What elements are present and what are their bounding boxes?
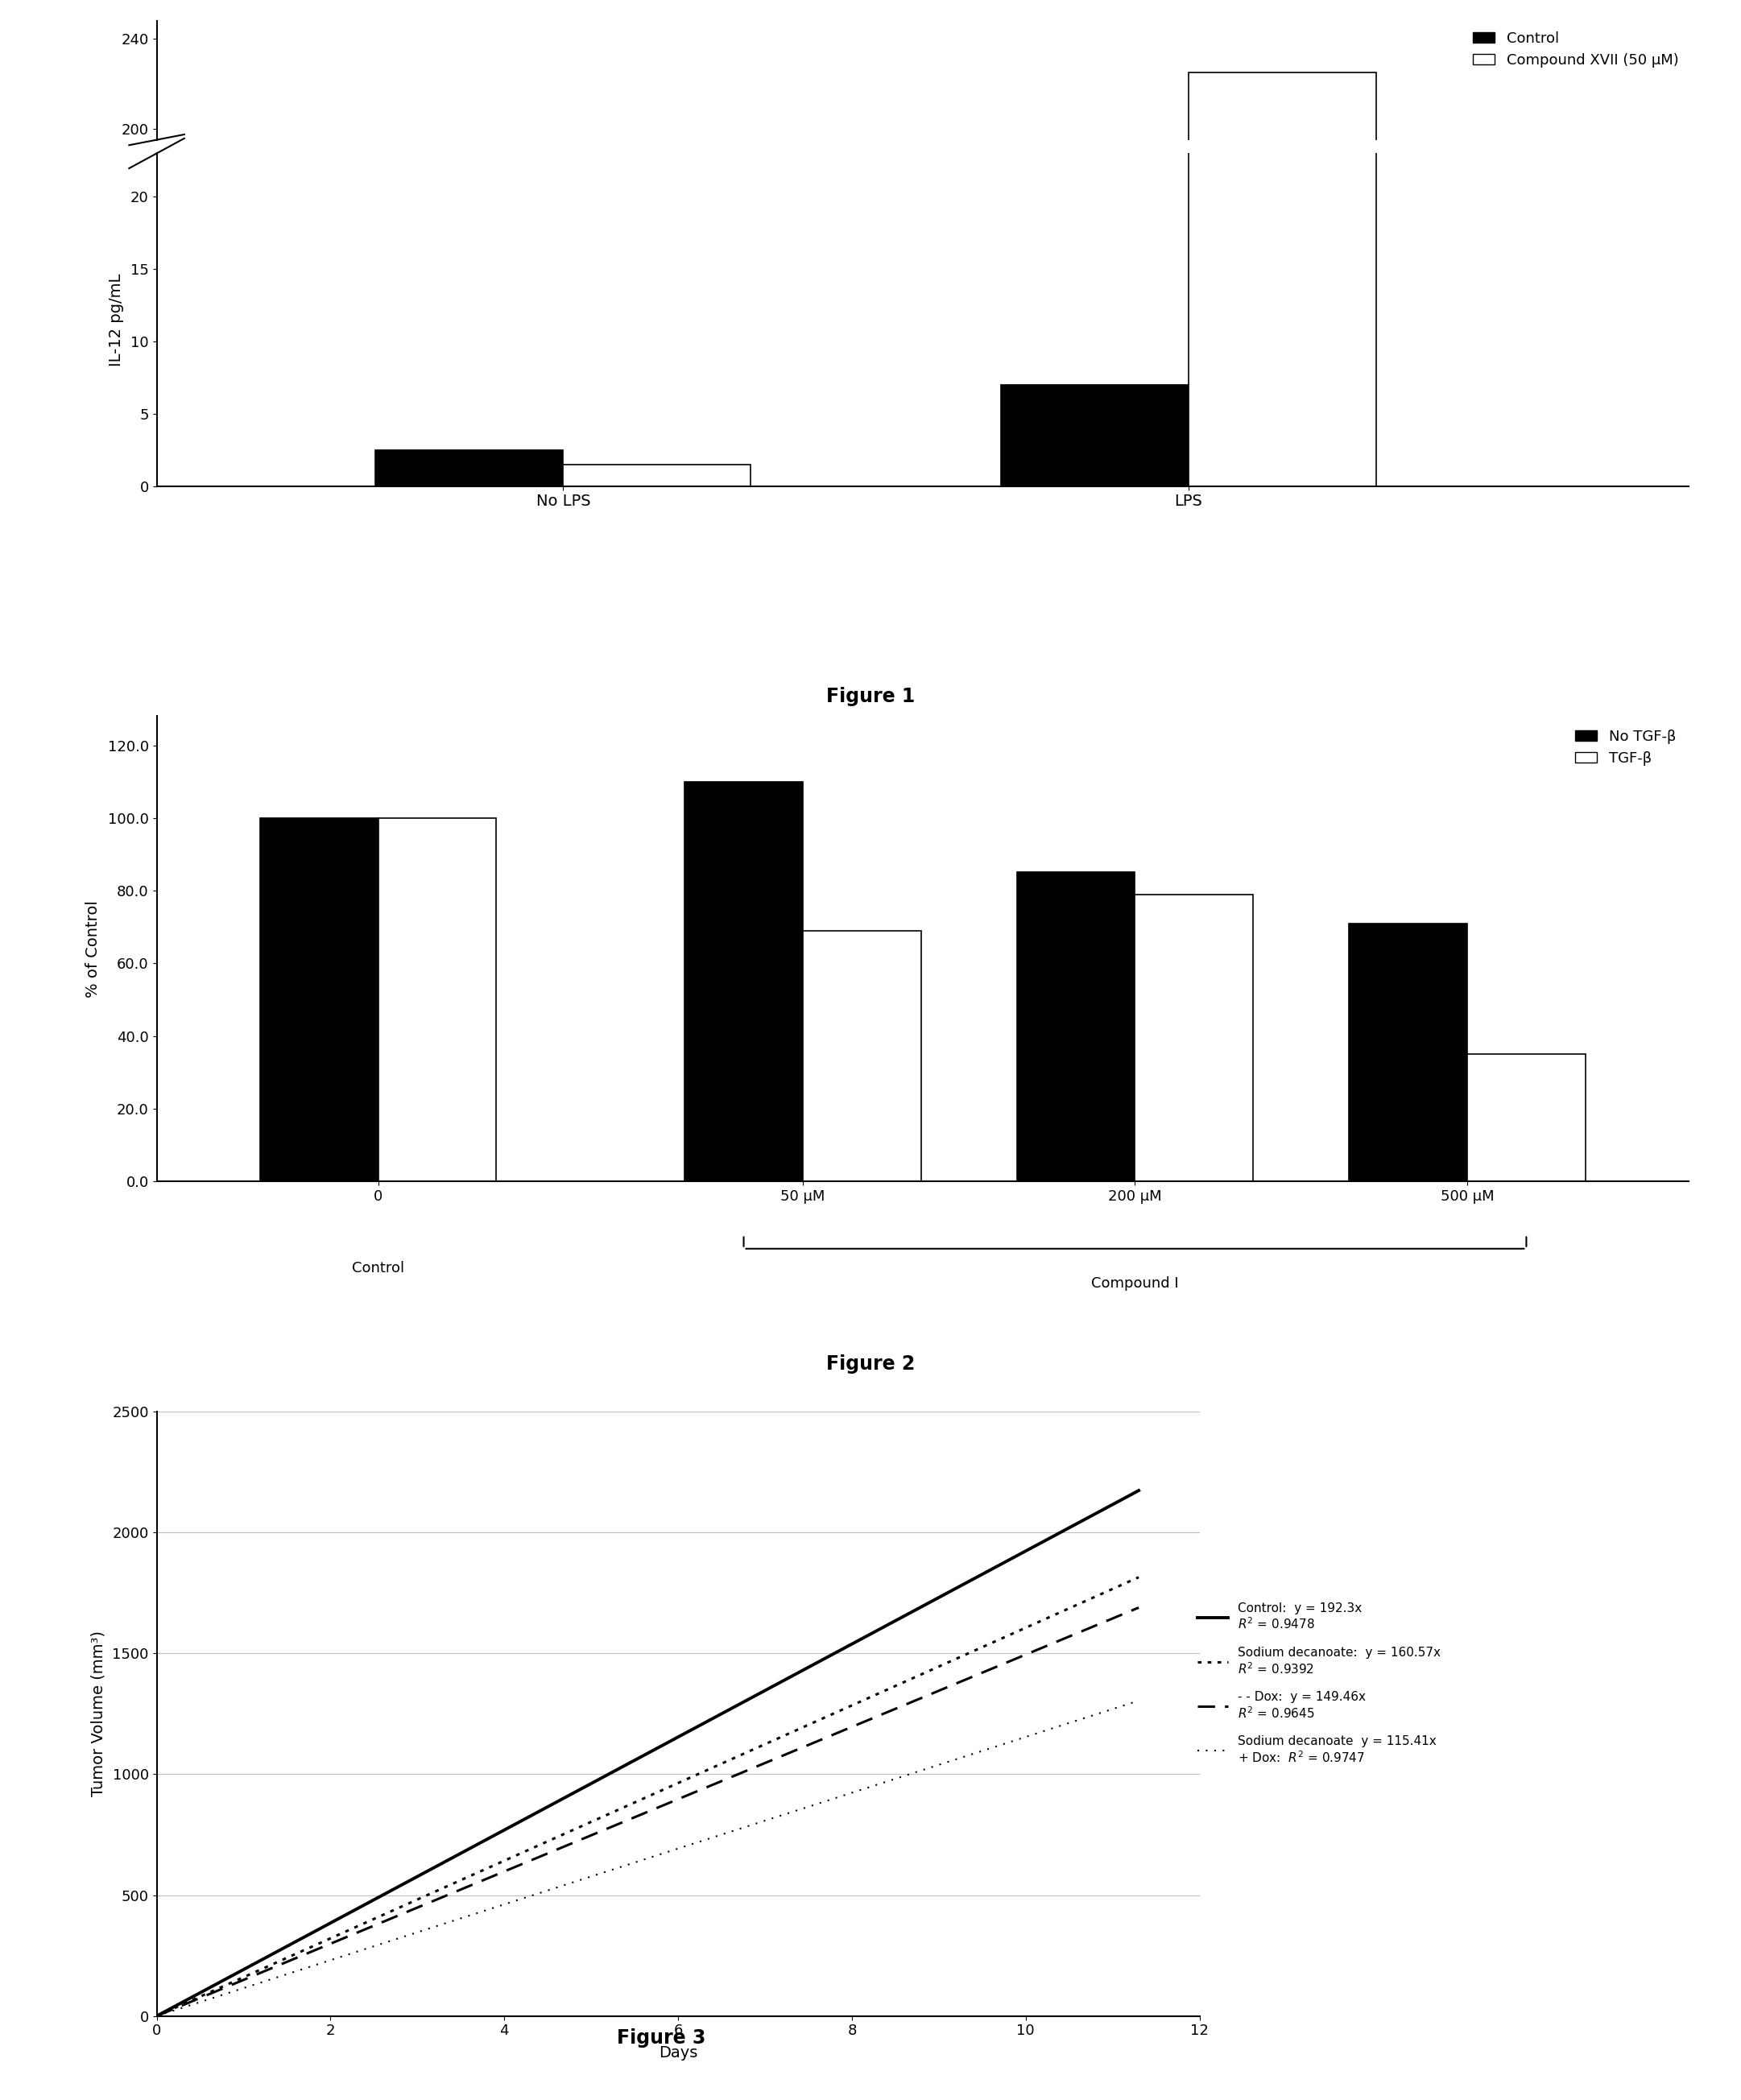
Legend: No TGF-β, TGF-β: No TGF-β, TGF-β (1569, 724, 1682, 771)
Y-axis label: Tumor Volume (mm³): Tumor Volume (mm³) (91, 1632, 106, 1798)
Bar (376, 571, 562, 578)
Legend: Control, Compound XVII (50 μM): Control, Compound XVII (50 μM) (1469, 27, 1682, 69)
Y-axis label: IL-12 pg/mL: IL-12 pg/mL (108, 273, 124, 365)
Bar (684, 781, 803, 1182)
Bar (1001, 384, 1189, 485)
Bar (562, 464, 750, 485)
Bar (1135, 895, 1254, 1182)
Bar (803, 930, 921, 1182)
Bar (378, 819, 496, 1182)
Bar (1001, 561, 1189, 578)
X-axis label: Days: Days (658, 2045, 698, 2060)
Bar (259, 819, 378, 1182)
Text: Compound I: Compound I (1092, 1277, 1179, 1292)
Legend: Control:  y = 192.3x
$R^2$ = 0.9478, Sodium decanoate:  y = 160.57x
$R^2$ = 0.93: Control: y = 192.3x $R^2$ = 0.9478, Sodi… (1198, 1602, 1442, 1764)
Text: Figure 1: Figure 1 (827, 687, 914, 706)
Y-axis label: % of Control: % of Control (85, 901, 101, 997)
Bar (562, 573, 750, 578)
Text: Figure 2: Figure 2 (827, 1354, 914, 1373)
Text: Control: Control (352, 1262, 404, 1275)
Bar (1017, 872, 1135, 1182)
Bar (376, 449, 562, 485)
Text: Figure 3: Figure 3 (616, 2029, 707, 2048)
Bar (1189, 0, 1375, 485)
Bar (1189, 74, 1375, 578)
Bar (1468, 1054, 1586, 1182)
Bar (1349, 924, 1468, 1182)
